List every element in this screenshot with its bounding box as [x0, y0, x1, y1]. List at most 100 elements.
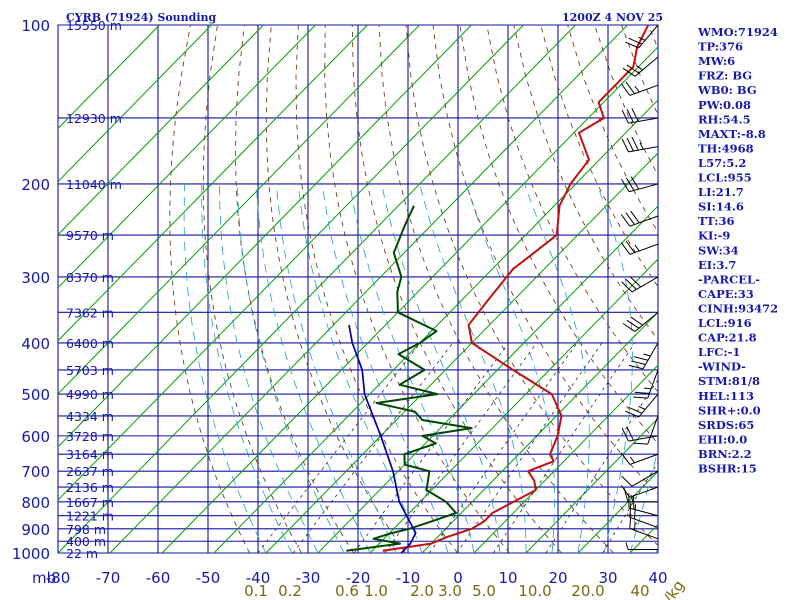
wind-barb-flag [633, 396, 648, 399]
index-line: EI:3.7 [698, 258, 736, 272]
wind-barb-flag [625, 41, 639, 49]
mixing-ratio-line [353, 342, 510, 553]
wind-barb-flag [631, 108, 639, 122]
index-line: CAP:21.8 [698, 331, 757, 345]
moist-adiabat [201, 183, 293, 553]
height-label: 4990 m [66, 387, 114, 402]
mixing-ratio-label: 3.0 [438, 582, 462, 600]
wind-barb-flag [620, 242, 631, 255]
wind-barb-flag [629, 513, 632, 529]
wind-barb-flag [628, 406, 643, 414]
isotherm-line [161, 46, 658, 553]
mixing-ratio-label: 0.6 [335, 582, 359, 600]
moist-adiabat [381, 183, 501, 553]
dry-adiabat [234, 25, 354, 553]
moist-adiabats [183, 183, 658, 553]
wind-barb-halfflag [636, 65, 643, 71]
isotherm-line [58, 25, 160, 130]
wind-barb-halfflag [634, 244, 640, 252]
moist-adiabat [465, 183, 555, 553]
temperature-tick-label: -80 [46, 569, 71, 587]
moist-adiabat [524, 183, 590, 553]
temperature-tick-label: -60 [146, 569, 171, 587]
dry-adiabat [351, 25, 562, 553]
temperature-tick-label: -70 [96, 569, 121, 587]
wind-barb [629, 502, 659, 529]
height-label: 11040 m [66, 177, 122, 192]
wind-barb-flag [629, 276, 642, 288]
wind-barb [621, 426, 659, 442]
wind-barb-halfflag [630, 494, 634, 502]
index-line: BRN:2.2 [698, 447, 752, 461]
isotherm-line [58, 25, 368, 342]
index-line: SW:34 [698, 243, 739, 257]
wind-barb-flag [621, 427, 629, 442]
wind-barb-flag [630, 316, 643, 326]
index-line: HEL:113 [698, 389, 754, 403]
moist-adiabat [276, 183, 397, 553]
index-line: SRDS:65 [698, 418, 754, 432]
wind-barb-halfflag [629, 456, 635, 464]
wind-barb [620, 452, 659, 465]
wind-barb [620, 240, 659, 255]
isotherm-line [58, 25, 316, 289]
wind-barb-flag [629, 502, 632, 518]
isotherm-line [421, 311, 658, 553]
index-line: MW:6 [698, 54, 735, 68]
height-label: 22 m [66, 546, 98, 561]
mixing-ratio-lines [257, 342, 658, 553]
wind-barb-halfflag [625, 542, 629, 550]
mixing-ratio-line [257, 342, 421, 553]
isotherm-line [58, 25, 264, 236]
height-label: 4334 m [66, 409, 114, 424]
isotherm-line [58, 25, 420, 395]
station-title: CYRB (71924) Sounding [66, 11, 217, 24]
pressure-tick-label: 600 [21, 428, 50, 446]
moist-adiabat [237, 183, 345, 553]
pressure-tick-label: 700 [21, 463, 50, 481]
wind-barb [621, 176, 659, 193]
dry-adiabat [265, 25, 406, 553]
grid [57, 24, 659, 554]
height-label: 12930 m [66, 111, 122, 126]
wind-barb [622, 311, 659, 332]
dry-adiabat [169, 25, 251, 553]
index-line: EHI:0.0 [698, 432, 747, 446]
dry-adiabat [432, 25, 658, 496]
isotherm-line [58, 25, 576, 553]
mixing-ratio-label: 2.0 [410, 582, 434, 600]
mixing-ratio-line [545, 379, 658, 553]
temperature-tick-label: -50 [196, 569, 221, 587]
wind-barb-flag [631, 136, 639, 151]
dry-adiabat [756, 25, 800, 553]
mixing-ratio-label: 1.0 [364, 582, 388, 600]
wind-barb-flag [625, 81, 635, 95]
mixing-ratio-line [384, 342, 538, 553]
wind-barb [622, 56, 659, 77]
isotherms [58, 25, 658, 553]
wind-barb-flag [620, 485, 631, 498]
index-line: -PARCEL- [698, 272, 760, 286]
height-label: 7362 m [66, 305, 114, 320]
moist-adiabat [419, 183, 527, 553]
index-line: L57:5.2 [698, 156, 746, 170]
wind-barb-flag [634, 504, 637, 520]
index-line: -WIND- [698, 360, 746, 374]
isotherm-line [109, 25, 628, 553]
x-unit-label: mb [32, 569, 56, 587]
wind-barb-halfflag [639, 142, 644, 150]
dry-adiabat [324, 25, 510, 553]
index-line: WMO:71924 [697, 25, 778, 39]
pressure-tick-label: 1000 [12, 545, 50, 563]
wind-barb-flag [630, 176, 640, 190]
temperature-tick-label: 40 [648, 569, 667, 587]
wind-barb-flag [626, 64, 640, 74]
wind-barb-halfflag [638, 36, 646, 41]
temperature-tick-label: -20 [346, 569, 371, 587]
temperature-tick-label: 30 [598, 569, 617, 587]
wind-barbs [620, 24, 659, 551]
index-line: TH:4968 [698, 141, 754, 155]
wind-barb-flag [626, 426, 634, 441]
height-label: 798 m [66, 522, 106, 537]
